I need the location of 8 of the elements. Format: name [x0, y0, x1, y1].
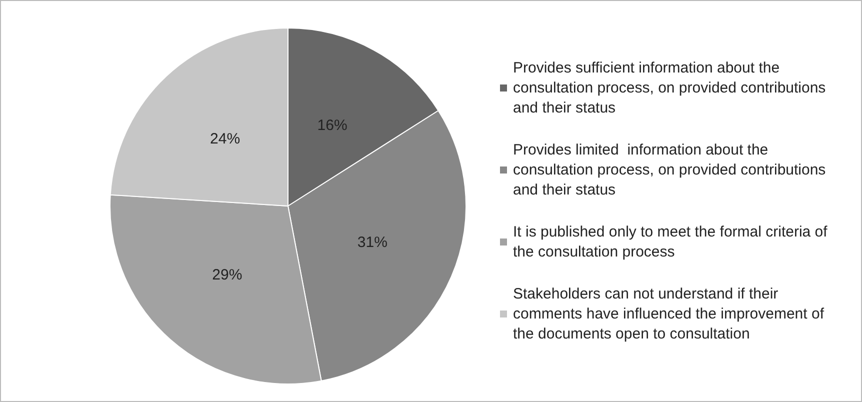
legend-label: Provides sufficient information about the consultation process, on provided contributions and their status — [513, 60, 830, 116]
data-label: 24% — [210, 130, 240, 148]
data-label: 31% — [357, 234, 388, 252]
data-label: 16% — [317, 116, 348, 134]
legend-label: It is published only to meet the formal criteria of the consultation process — [513, 224, 832, 260]
legend-label: Provides limited information about the consultation process, on provided contributions and their status — [513, 142, 830, 198]
legend-label: Stakeholders can not understand if their comments have influenced the improvement of the documents open to consultation — [513, 286, 828, 342]
data-label: 29% — [212, 266, 242, 284]
